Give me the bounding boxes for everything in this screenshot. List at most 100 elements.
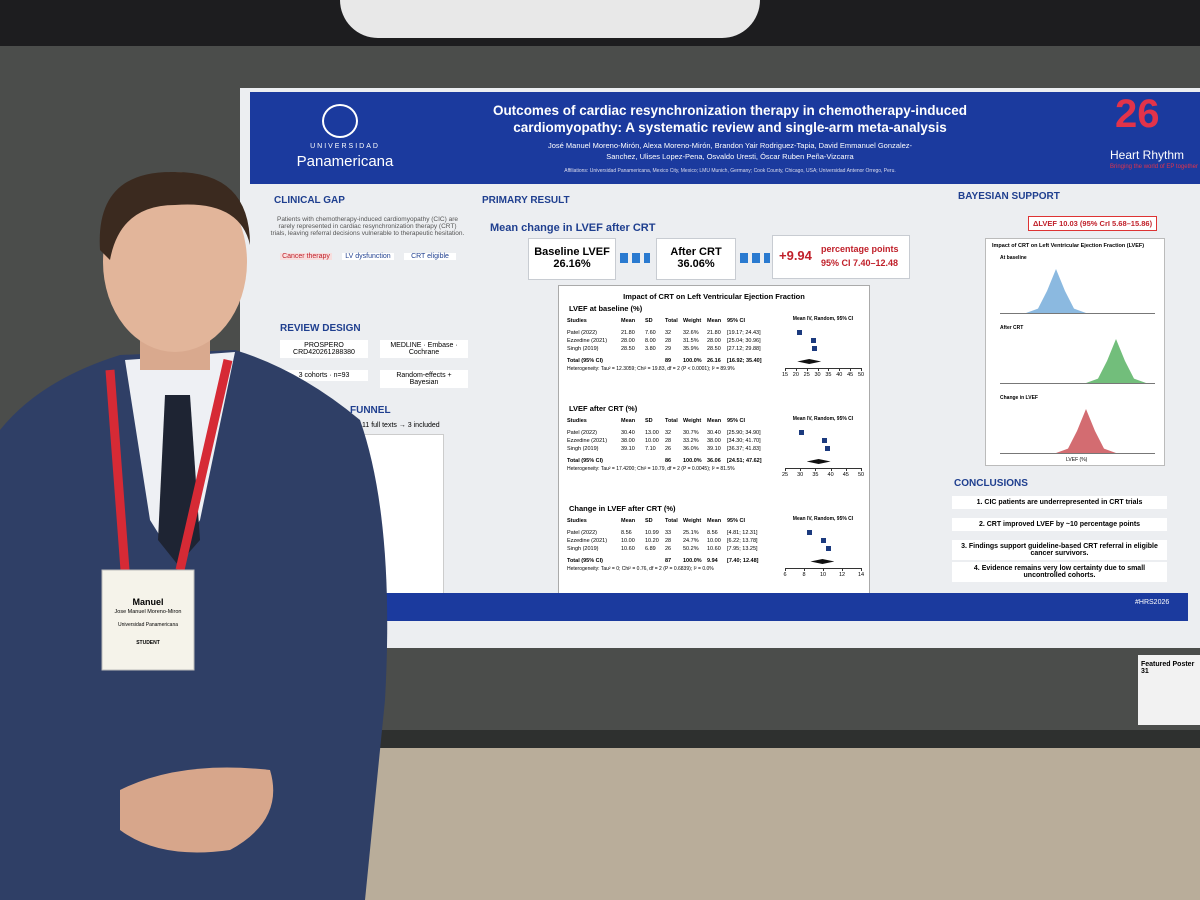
- funnel-heading: FUNNEL: [350, 405, 391, 416]
- col-header: 95% CI: [727, 518, 746, 524]
- after-label: After CRT: [670, 246, 722, 258]
- col-header: Weight: [683, 318, 702, 324]
- cell: Singh (2019): [567, 446, 599, 452]
- after-value: 36.06%: [677, 258, 715, 270]
- pooled-diamond: [797, 359, 822, 364]
- axis-label: 6: [783, 572, 787, 578]
- plot-header: Mean IV, Random, 95% CI: [792, 416, 854, 422]
- flow-step: LV dysfunction: [342, 253, 394, 260]
- col-header: Mean: [707, 518, 722, 524]
- axis-tick: [842, 568, 843, 571]
- x-axis: [1000, 313, 1155, 314]
- cell: 10.00: [707, 538, 721, 544]
- bayes-x-label: LVEF (%): [1066, 457, 1088, 463]
- study-marker: [811, 346, 817, 351]
- logo-mark: [322, 104, 358, 138]
- col-header: SD: [645, 518, 653, 524]
- design-item: 3 cohorts · n=93: [280, 370, 368, 381]
- after-box: After CRT 36.06%: [656, 238, 736, 280]
- col-header: SD: [645, 318, 653, 324]
- axis-tick: [850, 368, 852, 371]
- badge-name: Heart Rhythm: [1110, 148, 1185, 162]
- axis-label: 30: [814, 372, 821, 378]
- heterogeneity: Heterogeneity: Tau² = 17.4200; Chi² = 10…: [567, 466, 735, 472]
- axis-tick: [845, 468, 847, 471]
- cell: [6.22; 13.78]: [727, 538, 758, 544]
- cell: 10.99: [645, 530, 659, 536]
- axis-label: 25: [781, 472, 789, 478]
- cell: [4.81; 12.31]: [727, 530, 758, 536]
- bayes-panel-label: Change in LVEF: [1000, 395, 1038, 401]
- study-marker: [810, 338, 816, 343]
- bayes-title: Impact of CRT on Left Ventricular Ejecti…: [992, 243, 1145, 249]
- cell: 28.00: [621, 338, 635, 344]
- cell: 28.50: [707, 346, 721, 352]
- heterogeneity: Heterogeneity: Tau² = 0; Chi² = 0.76, df…: [567, 566, 714, 572]
- badge-full: Jose Manuel Moreno-Miron: [114, 609, 182, 615]
- axis-tick: [785, 468, 786, 471]
- conclusion: 4. Evidence remains very low certainty d…: [952, 562, 1167, 582]
- board-edge: [330, 730, 1200, 748]
- featured-sign: Featured Poster 31: [1138, 655, 1200, 725]
- axis-label: 14: [857, 572, 865, 578]
- panel-title: LVEF after CRT (%): [569, 404, 638, 413]
- hands: [120, 767, 274, 853]
- axis-label: 50: [857, 372, 865, 378]
- cell: 39.10: [707, 446, 721, 452]
- cell: 30.7%: [683, 430, 699, 436]
- badge-role: STUDENT: [136, 640, 160, 646]
- hashtag: #HRS2026: [1135, 599, 1170, 606]
- cell: 28.50: [621, 346, 635, 352]
- cell: 36.0%: [683, 446, 699, 452]
- cell: 10.60: [707, 546, 721, 552]
- funnel-text: 11 full texts → 3 included: [362, 422, 440, 429]
- cell: 30.40: [707, 430, 721, 436]
- design-item: MEDLINE · Embase · Cochrane: [380, 340, 468, 358]
- cell: Patel (2022): [567, 530, 597, 536]
- lanyard: [105, 358, 233, 572]
- cell: 50.2%: [683, 546, 699, 552]
- baseline-label: Baseline LVEF: [534, 246, 610, 258]
- col-header: Studies: [567, 318, 587, 324]
- cell: Singh (2019): [567, 346, 599, 352]
- cell: 7.60: [645, 330, 656, 336]
- axis-tick: [828, 368, 830, 371]
- cell: 32.6%: [683, 330, 699, 336]
- cell: 32: [665, 430, 672, 436]
- total-cell: Total (95% CI): [567, 458, 603, 464]
- axis-tick: [806, 368, 808, 371]
- badge-affil: Universidad Panamericana: [117, 622, 179, 628]
- col-header: Mean: [621, 418, 636, 424]
- badge-number: 26: [1115, 92, 1160, 136]
- cell: [34.30; 41.70]: [727, 438, 761, 444]
- cell: 25.1%: [683, 530, 699, 536]
- cell: 7.10: [645, 446, 656, 452]
- title: Outcomes of cardiac resynchronization th…: [492, 103, 968, 135]
- axis-tick: [823, 568, 824, 571]
- pooled-diamond: [810, 559, 835, 564]
- axis-label: 45: [847, 372, 854, 378]
- cell: 10.00: [645, 438, 659, 444]
- col-header: Total: [665, 418, 678, 424]
- total-cell: 100.0%: [683, 458, 702, 464]
- plot-header: Mean IV, Random, 95% CI: [792, 316, 854, 322]
- axis-tick: [800, 468, 802, 471]
- axis-tick: [785, 368, 786, 371]
- cell: 28: [665, 438, 672, 444]
- total-cell: Total (95% CI): [567, 358, 603, 364]
- logo-line1: UNIVERSIDAD: [310, 143, 380, 150]
- total-cell: 9.94: [707, 558, 718, 564]
- cell: 26: [665, 546, 672, 552]
- poster: UNIVERSIDAD Panamericana Outcomes of car…: [240, 88, 1200, 648]
- change-unit: percentage points: [821, 244, 899, 254]
- change-value: +9.94: [779, 248, 812, 263]
- study-marker: [806, 530, 812, 535]
- total-cell: [24.51; 47.62]: [727, 458, 762, 464]
- conclusion: 3. Findings support guideline-based CRT …: [952, 540, 1167, 560]
- axis-label: 15: [781, 372, 789, 378]
- total-cell: 100.0%: [683, 558, 702, 564]
- bayes-chart: Impact of CRT on Left Ventricular Ejecti…: [985, 238, 1165, 466]
- col-header: Studies: [567, 418, 587, 424]
